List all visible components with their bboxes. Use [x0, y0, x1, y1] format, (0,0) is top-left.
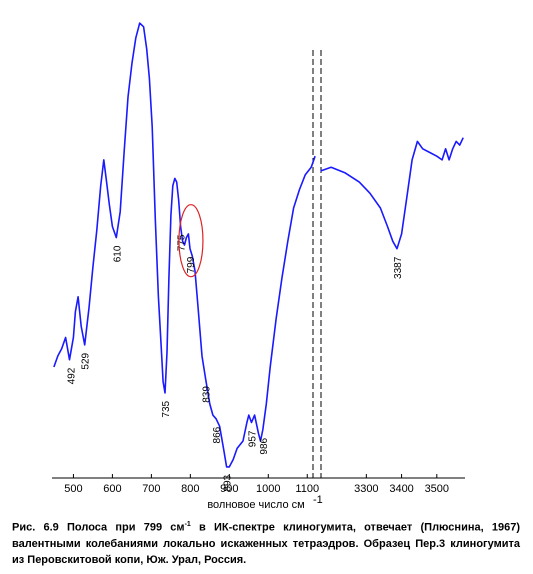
- spectrum-lines: [53, 22, 464, 468]
- x-tick-label: 500: [64, 483, 82, 495]
- plot-frame: [52, 50, 465, 479]
- x-tick-label: 700: [142, 483, 160, 495]
- spectrum-line-high-range: [320, 137, 464, 250]
- ir-spectrum-chart: 500 600 700 800 900 1000 1100 3300 3400 3500 492 5…: [52, 22, 465, 510]
- x-tick-label: 1000: [256, 483, 280, 495]
- x-axis-title: волновое число см: [207, 499, 304, 510]
- peak-label-986: 986: [259, 437, 270, 454]
- x-tick-label: 800: [181, 483, 199, 495]
- caption-prefix: Рис. 6.9 Полоса при 799 см: [12, 521, 185, 534]
- x-tick-label: 3500: [425, 483, 449, 495]
- x-axis-title-superscript: -1: [313, 494, 323, 506]
- peak-label-3387: 3387: [393, 256, 404, 279]
- peak-label-492: 492: [66, 367, 77, 384]
- highlight-ellipse-799: [178, 204, 204, 278]
- peak-label-799: 799: [186, 256, 197, 273]
- peak-label-775: 775: [177, 234, 188, 251]
- peak-label-893: 893: [223, 474, 234, 491]
- x-tick-label: 900: [220, 483, 238, 495]
- x-axis-ticks: 500 600 700 800 900 1000 1100 3300 3400 3500: [64, 474, 449, 495]
- peak-label-866: 866: [212, 426, 223, 443]
- caption-superscript: -1: [184, 521, 191, 528]
- x-axis-label: волновое число см -1: [207, 494, 322, 510]
- peak-labels: 492 529 610 735 775 799 839 866 893 957 986 3387: [66, 204, 404, 492]
- x-tick-label: 3400: [389, 483, 413, 495]
- peak-label-957: 957: [248, 430, 259, 447]
- peak-label-529: 529: [81, 352, 92, 369]
- caption-body: в ИК-спектре клиногумита, отвечает (Плюс…: [12, 521, 521, 566]
- peak-label-735: 735: [161, 400, 172, 417]
- figure-caption: Рис. 6.9 Полоса при 799 см-1 в ИК-спектр…: [12, 517, 520, 568]
- x-tick-label: 600: [103, 483, 121, 495]
- spectrum-line-low-range: [53, 22, 316, 468]
- peak-label-610: 610: [112, 245, 123, 262]
- x-tick-label: 3300: [354, 483, 378, 495]
- x-tick-label: 1100: [295, 483, 319, 495]
- peak-label-839: 839: [202, 386, 213, 403]
